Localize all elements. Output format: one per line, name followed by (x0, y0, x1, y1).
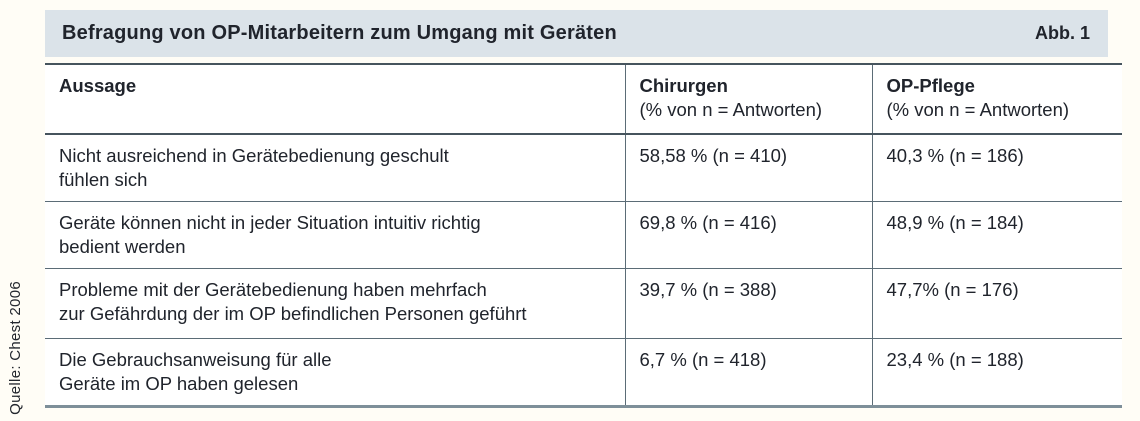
statement-cell: Geräte können nicht in jeder Situation i… (45, 201, 625, 269)
statement-line: Geräte können nicht in jeder Situation i… (59, 211, 481, 233)
chirurgen-value: 69,8 % (n = 416) (624, 201, 872, 269)
survey-table: Aussage Chirurgen (% von n = Antworten) … (45, 63, 1122, 408)
column-title: Chirurgen (639, 75, 728, 96)
statement-line: zur Gefährdung der im OP befindlichen Pe… (59, 303, 527, 325)
op-pflege-value: 23,4 % (n = 188) (871, 338, 1122, 407)
column-title: OP-Pflege (886, 75, 975, 96)
table-row: Probleme mit der Gerätebedienung haben m… (45, 268, 1122, 339)
header-row: Aussage Chirurgen (% von n = Antworten) … (45, 64, 1122, 135)
statement-cell: Nicht ausreichend in Gerätebedienung ges… (45, 134, 625, 202)
statement-cell: Die Gebrauchsanweisung für alle Geräte i… (45, 338, 625, 406)
figure-number: Abb. 1 (1034, 23, 1090, 43)
statement-line: fühlen sich (59, 169, 148, 191)
statement-line: bedient werden (59, 236, 186, 258)
op-pflege-value: 48,9 % (n = 184) (871, 201, 1122, 269)
statement-cell: Probleme mit der Gerätebedienung haben m… (45, 268, 625, 339)
op-pflege-value: 40,3 % (n = 186) (871, 134, 1122, 202)
column-subtitle: (% von n = Antworten) (886, 99, 1070, 121)
statement-line: Die Gebrauchsanweisung für alle (59, 348, 332, 370)
table-row: Die Gebrauchsanweisung für alle Geräte i… (45, 338, 1122, 407)
column-header-op-pflege: OP-Pflege (% von n = Antworten) (871, 64, 1122, 135)
source-credit: Quelle: Chest 2006 (7, 281, 24, 415)
statement-line: Nicht ausreichend in Gerätebedienung ges… (59, 145, 449, 166)
statement-line: Geräte im OP haben gelesen (59, 373, 299, 395)
chirurgen-value: 6,7 % (n = 418) (624, 338, 872, 407)
statement-line: Probleme mit der Gerätebedienung haben m… (59, 278, 487, 300)
chirurgen-value: 58,58 % (n = 410) (624, 134, 872, 202)
table-row: Geräte können nicht in jeder Situation i… (45, 201, 1122, 269)
column-subtitle: (% von n = Antworten) (639, 99, 823, 121)
figure-title: Befragung von OP-Mitarbeitern zum Umgang… (62, 22, 617, 44)
column-title: Aussage (59, 75, 137, 96)
op-pflege-value: 47,7% (n = 176) (871, 268, 1122, 339)
figure-content: Befragung von OP-Mitarbeitern zum Umgang… (45, 10, 1122, 408)
column-header-chirurgen: Chirurgen (% von n = Antworten) (624, 64, 872, 135)
chirurgen-value: 39,7 % (n = 388) (624, 268, 872, 339)
table-row: Nicht ausreichend in Gerätebedienung ges… (45, 134, 1122, 202)
figure-titlebar: Befragung von OP-Mitarbeitern zum Umgang… (45, 10, 1108, 57)
column-header-aussage: Aussage (45, 64, 625, 135)
